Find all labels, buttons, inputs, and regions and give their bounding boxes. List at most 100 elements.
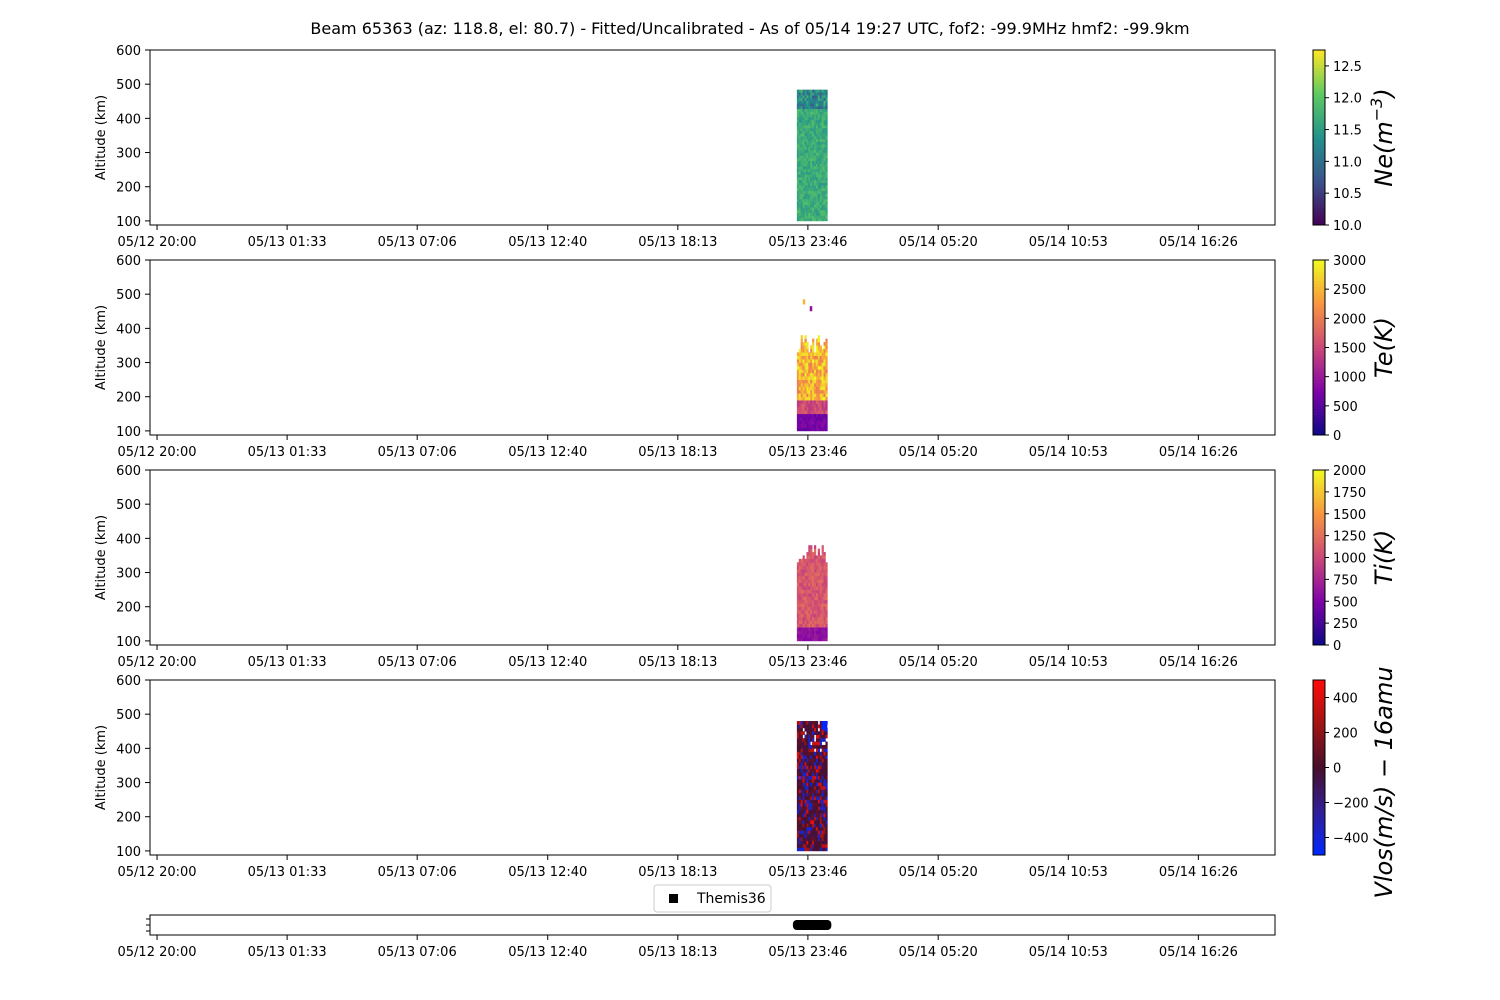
- colorbar-segment: [1313, 723, 1325, 728]
- colorbar-segment: [1313, 557, 1325, 561]
- heatmap-cell: [821, 738, 824, 742]
- heatmap-cell: [802, 218, 805, 222]
- colorbar-segment: [1313, 735, 1325, 739]
- heatmap-cell: [825, 809, 828, 814]
- heatmap-cell: [800, 209, 803, 213]
- heatmap-cell: [821, 199, 824, 203]
- heatmap-cell: [817, 741, 821, 746]
- heatmap-cell: [815, 190, 819, 194]
- heatmap-cell: [800, 758, 803, 763]
- colorbar-segment: [1313, 283, 1325, 287]
- heatmap-cell: [796, 799, 800, 804]
- heatmap-cell: [812, 207, 815, 211]
- heatmap-cell: [812, 620, 815, 625]
- heatmap-cell: [823, 383, 826, 387]
- heatmap-cell: [808, 185, 811, 189]
- heatmap-cell: [804, 171, 807, 175]
- heatmap-cell: [802, 748, 805, 753]
- heatmap-cell: [823, 772, 826, 777]
- heatmap-cell: [823, 89, 826, 93]
- heatmap-cell: [798, 427, 801, 432]
- heatmap-cell: [819, 413, 822, 418]
- heatmap-cell: [817, 144, 821, 148]
- heatmap-cell: [814, 569, 817, 573]
- colorbar-segment: [1313, 295, 1325, 299]
- heatmap-cell: [819, 796, 822, 800]
- heatmap-cell: [802, 215, 805, 219]
- heatmap-cell: [814, 744, 817, 749]
- heatmap-cell: [825, 785, 828, 790]
- colorbar-segment: [1313, 414, 1325, 418]
- colorbar-segment: [1313, 268, 1325, 273]
- colorbar-segment: [1313, 99, 1325, 103]
- colorbar-segment: [1313, 111, 1325, 115]
- y-axis-label: Altitude (km): [94, 515, 109, 600]
- heatmap-cell: [810, 372, 813, 377]
- heatmap-cell: [815, 758, 819, 763]
- colorbar-segment: [1313, 120, 1325, 124]
- heatmap-cell: [812, 212, 815, 216]
- heatmap-cell: [808, 724, 811, 729]
- heatmap-cell: [808, 623, 811, 628]
- heatmap-cell: [819, 816, 822, 821]
- colorbar-segment: [1313, 303, 1325, 308]
- heatmap-cell: [804, 369, 807, 374]
- colorbar-tick-label: 1500: [1333, 342, 1366, 357]
- heatmap-cell: [806, 188, 809, 192]
- heatmap-cell: [796, 199, 800, 203]
- heatmap-cell: [800, 734, 803, 739]
- heatmap-cell: [806, 359, 809, 363]
- heatmap-cell: [819, 147, 822, 151]
- heatmap-cell: [825, 579, 828, 584]
- heatmap-cell: [802, 116, 805, 121]
- heatmap-cell: [798, 116, 801, 121]
- heatmap-cell: [817, 565, 821, 570]
- heatmap-cell: [817, 372, 821, 377]
- heatmap-cell: [812, 342, 815, 346]
- heatmap-cell: [808, 599, 811, 604]
- colorbar-segment: [1313, 157, 1325, 162]
- heatmap-cell: [804, 362, 807, 367]
- heatmap-cell: [808, 369, 811, 374]
- heatmap-cell: [817, 111, 821, 115]
- heatmap-cell: [802, 569, 805, 573]
- heatmap-cell: [796, 796, 800, 800]
- heatmap-cell: [796, 379, 800, 384]
- heatmap-cell: [810, 616, 813, 621]
- heatmap-cell: [802, 616, 805, 621]
- heatmap-cell: [814, 122, 817, 126]
- heatmap-cell: [800, 768, 803, 773]
- heatmap-cell: [806, 775, 809, 780]
- heatmap-cell: [802, 744, 805, 749]
- axes-frame: [149, 259, 1276, 436]
- heatmap-cell: [821, 136, 824, 140]
- heatmap-cell: [814, 596, 817, 601]
- heatmap-cell: [823, 779, 826, 783]
- heatmap-cell: [808, 796, 811, 800]
- heatmap-cell: [819, 160, 822, 164]
- heatmap-cell: [815, 734, 819, 739]
- heatmap-cell: [819, 565, 822, 570]
- heatmap-cell: [823, 163, 826, 167]
- heatmap-cell: [817, 616, 821, 621]
- heatmap-cell: [819, 185, 822, 189]
- heatmap-cell: [806, 751, 809, 756]
- heatmap-cell: [814, 212, 817, 216]
- panel-1-xtick-label: 05/13 01:33: [248, 235, 327, 250]
- colorbar-segment: [1313, 122, 1325, 127]
- colorbar-segment: [1313, 592, 1325, 596]
- heatmap-cell: [810, 403, 813, 408]
- heatmap-cell: [804, 593, 807, 597]
- colorbar-segment: [1313, 639, 1325, 643]
- heatmap-cell: [804, 796, 807, 800]
- heatmap-cell: [798, 727, 801, 732]
- ytick-label: 600: [116, 464, 141, 479]
- heatmap-cell: [812, 744, 815, 749]
- heatmap-cell: [810, 744, 813, 749]
- heatmap-cell: [812, 406, 815, 411]
- heatmap-cell: [815, 410, 819, 415]
- heatmap-cell: [823, 616, 826, 621]
- heatmap-cell: [815, 741, 819, 746]
- heatmap-cell: [810, 152, 813, 156]
- heatmap-cell: [815, 772, 819, 777]
